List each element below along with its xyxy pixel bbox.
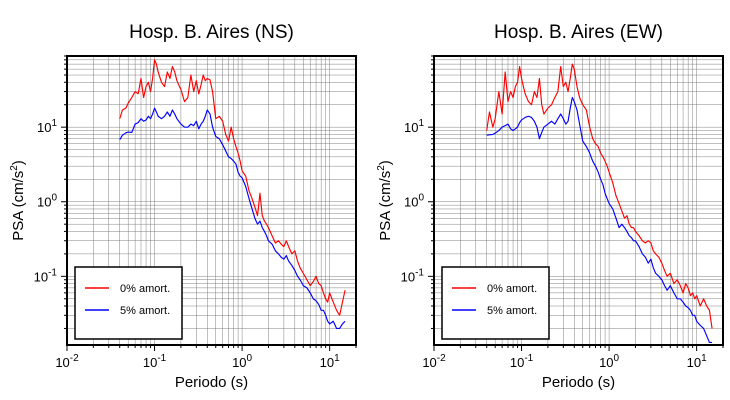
x-tick-label: 100 (232, 353, 252, 370)
legend: 0% amort. 5% amort. (441, 266, 550, 340)
chart-panel-ns: 10-2 10-1 100 101 10-1 100 101 Hosp. B. Aires (… (9, 22, 357, 391)
x-tick-label: 101 (687, 353, 707, 370)
x-tick-label: 100 (599, 353, 619, 370)
y-axis-label: PSA (cm/s2) (376, 160, 394, 241)
x-tick-label: 10-2 (422, 353, 446, 370)
x-tick-label: 10-1 (510, 353, 534, 370)
x-axis-label: Periodo (s) (175, 374, 248, 391)
series-line-damping-0 (119, 59, 346, 316)
x-tick-label: 10-2 (55, 353, 79, 370)
x-tick-label: 10-1 (143, 353, 167, 370)
grid (433, 55, 724, 345)
y-tick-label: 101 (404, 118, 424, 135)
plot-frame (66, 55, 357, 346)
legend: 0% amort. 5% amort. (74, 266, 183, 340)
y-tick-label: 10-1 (401, 267, 425, 284)
y-tick-label: 10-1 (34, 267, 58, 284)
y-tick-label: 100 (404, 193, 424, 210)
series-line-damping-5 (486, 96, 713, 343)
x-axis-label: Periodo (s) (542, 374, 615, 391)
series-line-damping-0 (486, 63, 713, 329)
y-tick-label: 101 (37, 118, 57, 135)
y-axis-label: PSA (cm/s2) (9, 160, 27, 241)
chart-title: Hosp. B. Aires (NS) (129, 22, 294, 43)
legend-label-damping-5: 5% amort. (487, 305, 537, 317)
legend-label-damping-5: 5% amort. (120, 305, 170, 317)
x-tick-label: 101 (320, 353, 340, 370)
series-line-damping-5 (119, 107, 346, 330)
chart-panel-ew: 10-2 10-1 100 101 10-1 100 101 Hosp. B. Aires (… (376, 22, 724, 391)
y-tick-label: 100 (37, 193, 57, 210)
legend-label-damping-0: 0% amort. (487, 283, 537, 295)
legend-label-damping-0: 0% amort. (120, 283, 170, 295)
plot-frame (433, 55, 724, 346)
legend-box (441, 266, 550, 340)
chart-title: Hosp. B. Aires (EW) (494, 22, 663, 43)
legend-box (74, 266, 183, 340)
